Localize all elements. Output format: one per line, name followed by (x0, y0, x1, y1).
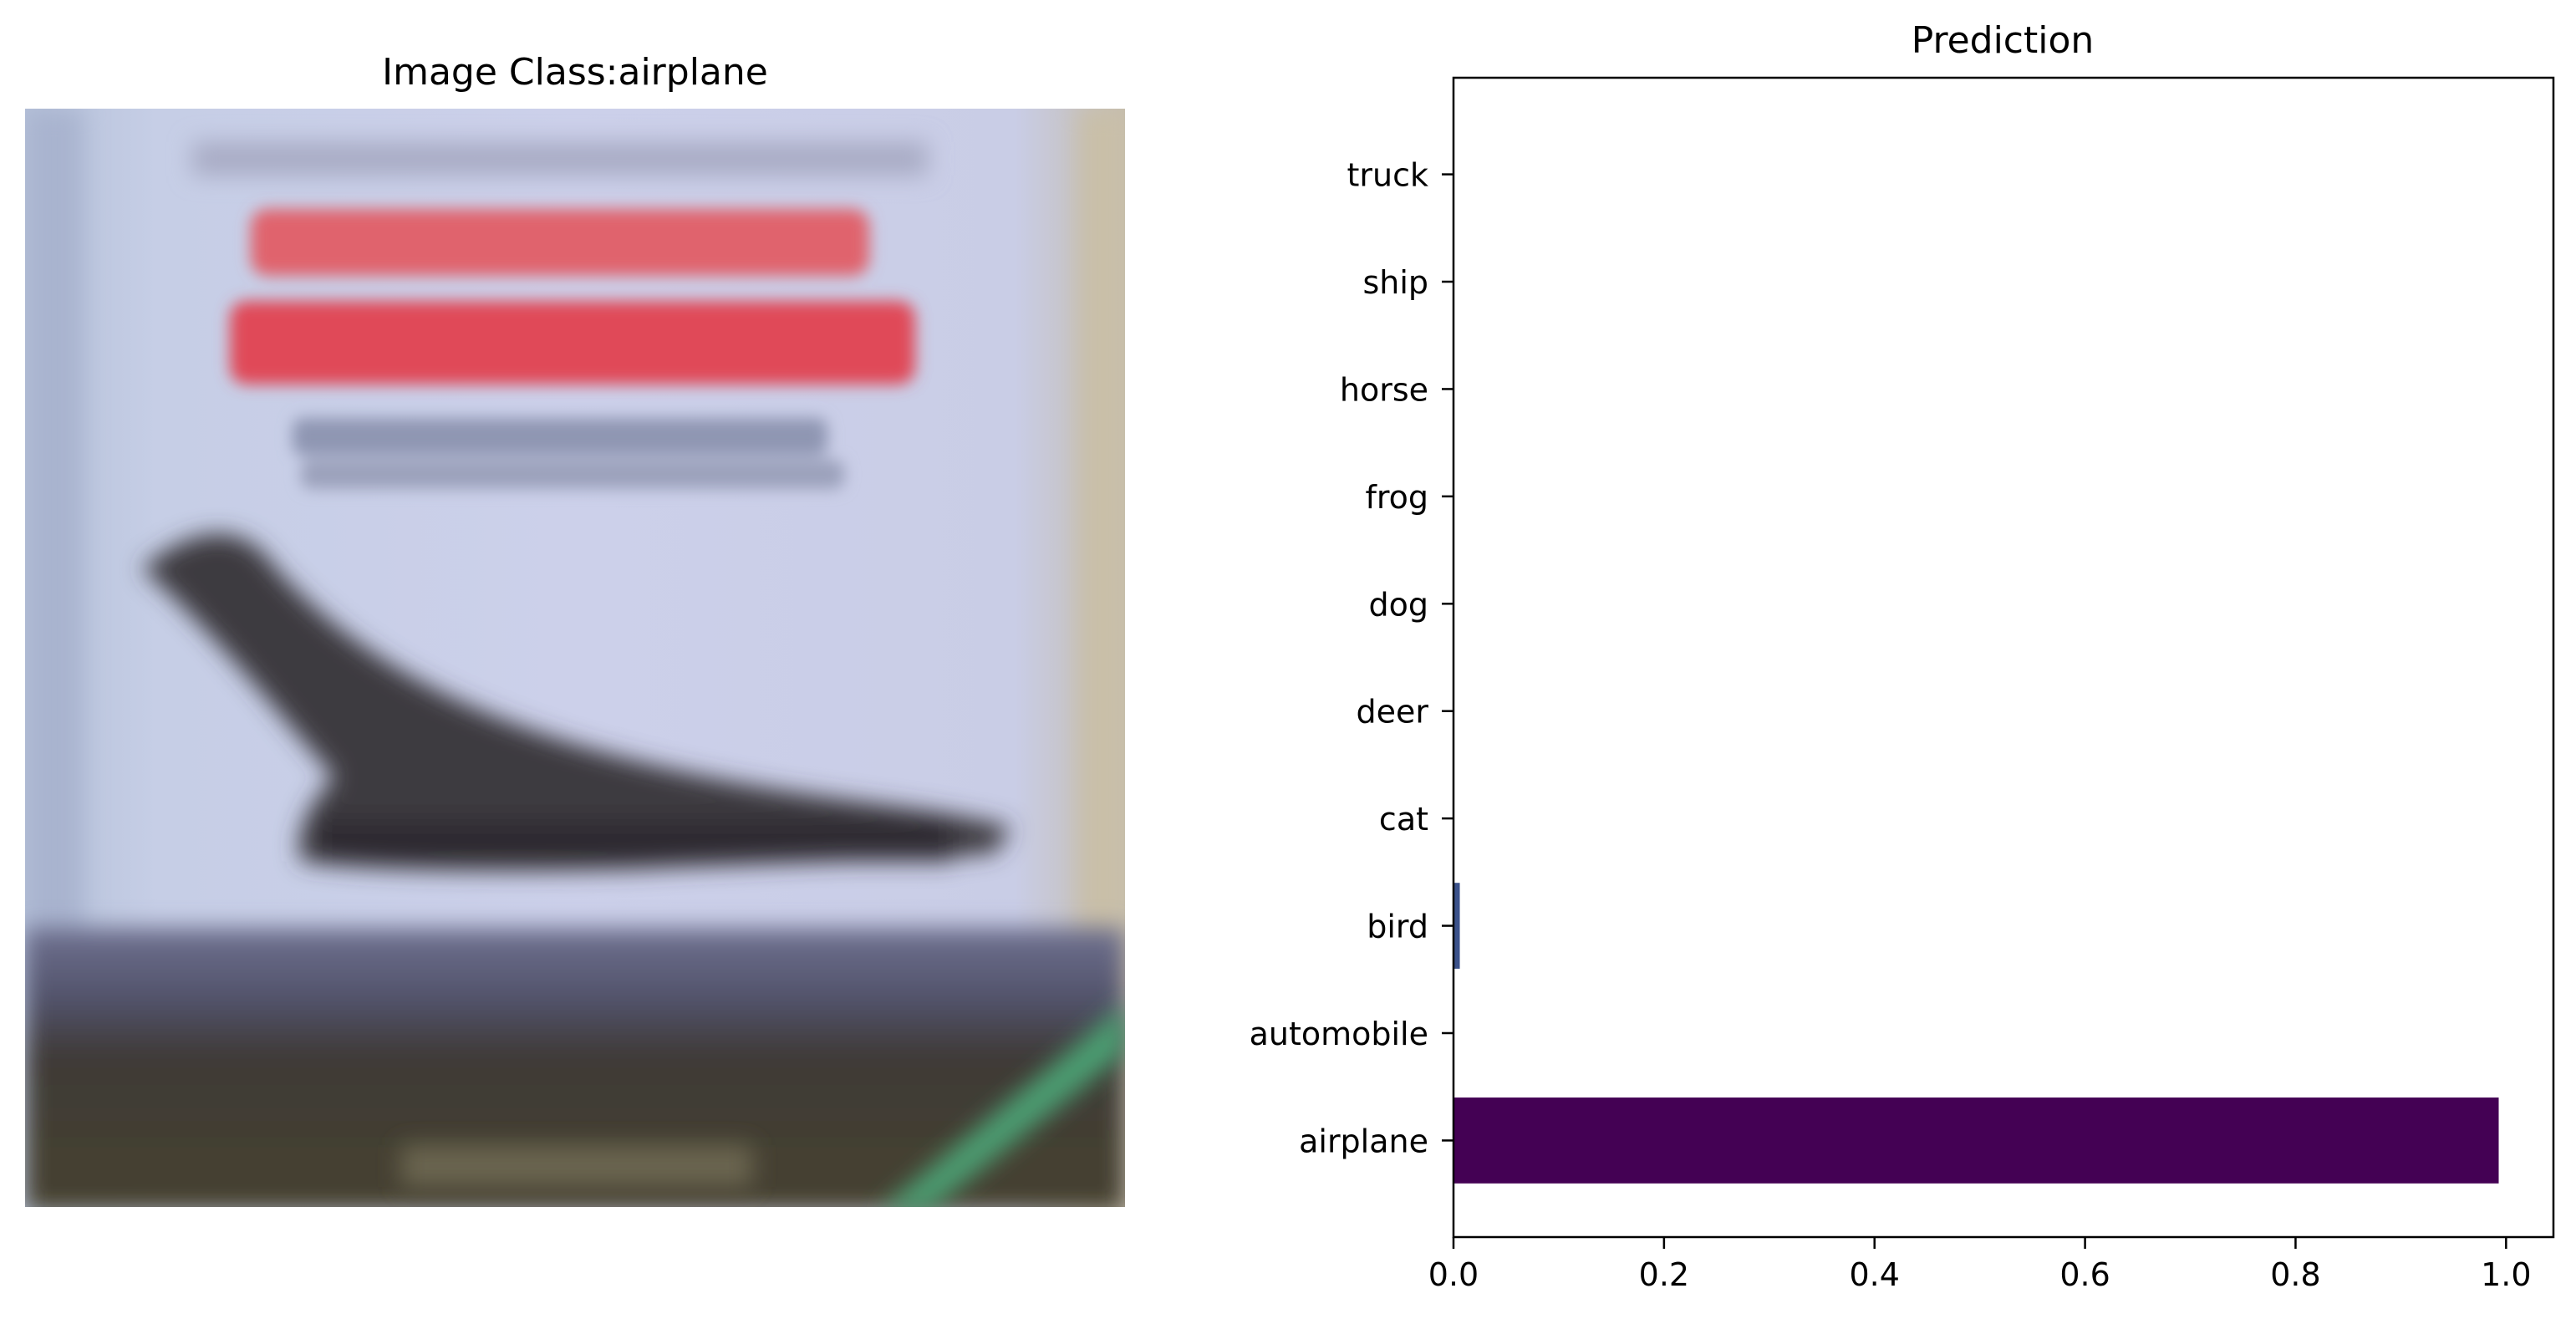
x-tick-label: 0.4 (1850, 1256, 1900, 1293)
y-tick-label-automobile: automobile (1250, 1016, 1428, 1052)
y-axis: airplane automobile bird cat deer dog frog hors… (1250, 157, 1453, 1159)
y-tick-label-bird: bird (1367, 909, 1428, 945)
bars-layer (1453, 883, 2499, 1184)
bar-bird (1453, 883, 1460, 969)
y-tick-label-airplane: airplane (1299, 1123, 1428, 1159)
image-panel (25, 109, 1125, 1207)
y-tick-label-dog: dog (1369, 586, 1429, 623)
aircraft-silhouette (142, 533, 1011, 871)
y-tick-label-horse: horse (1340, 371, 1428, 408)
x-tick-label: 0.6 (2059, 1256, 2110, 1293)
y-tick-label-deer: deer (1356, 694, 1428, 731)
y-tick-label-ship: ship (1362, 264, 1428, 301)
x-tick-label: 0.0 (1428, 1256, 1479, 1293)
x-tick-label: 1.0 (2481, 1256, 2531, 1293)
y-tick-label-frog: frog (1365, 479, 1428, 516)
x-tick-label: 0.2 (1639, 1256, 1689, 1293)
bar-airplane (1453, 1097, 2499, 1184)
blurred-poster-lettering (230, 209, 915, 489)
x-axis: 0.0 0.2 0.4 0.6 0.8 1.0 (1428, 1237, 2532, 1293)
y-tick-label-truck: truck (1347, 157, 1428, 194)
x-tick-label: 0.8 (2270, 1256, 2320, 1293)
plot-frame (1452, 76, 2555, 1239)
image-panel-title: Image Class:airplane (382, 51, 768, 94)
chart-title: Prediction (1912, 19, 2095, 62)
y-tick-label-cat: cat (1379, 801, 1428, 838)
